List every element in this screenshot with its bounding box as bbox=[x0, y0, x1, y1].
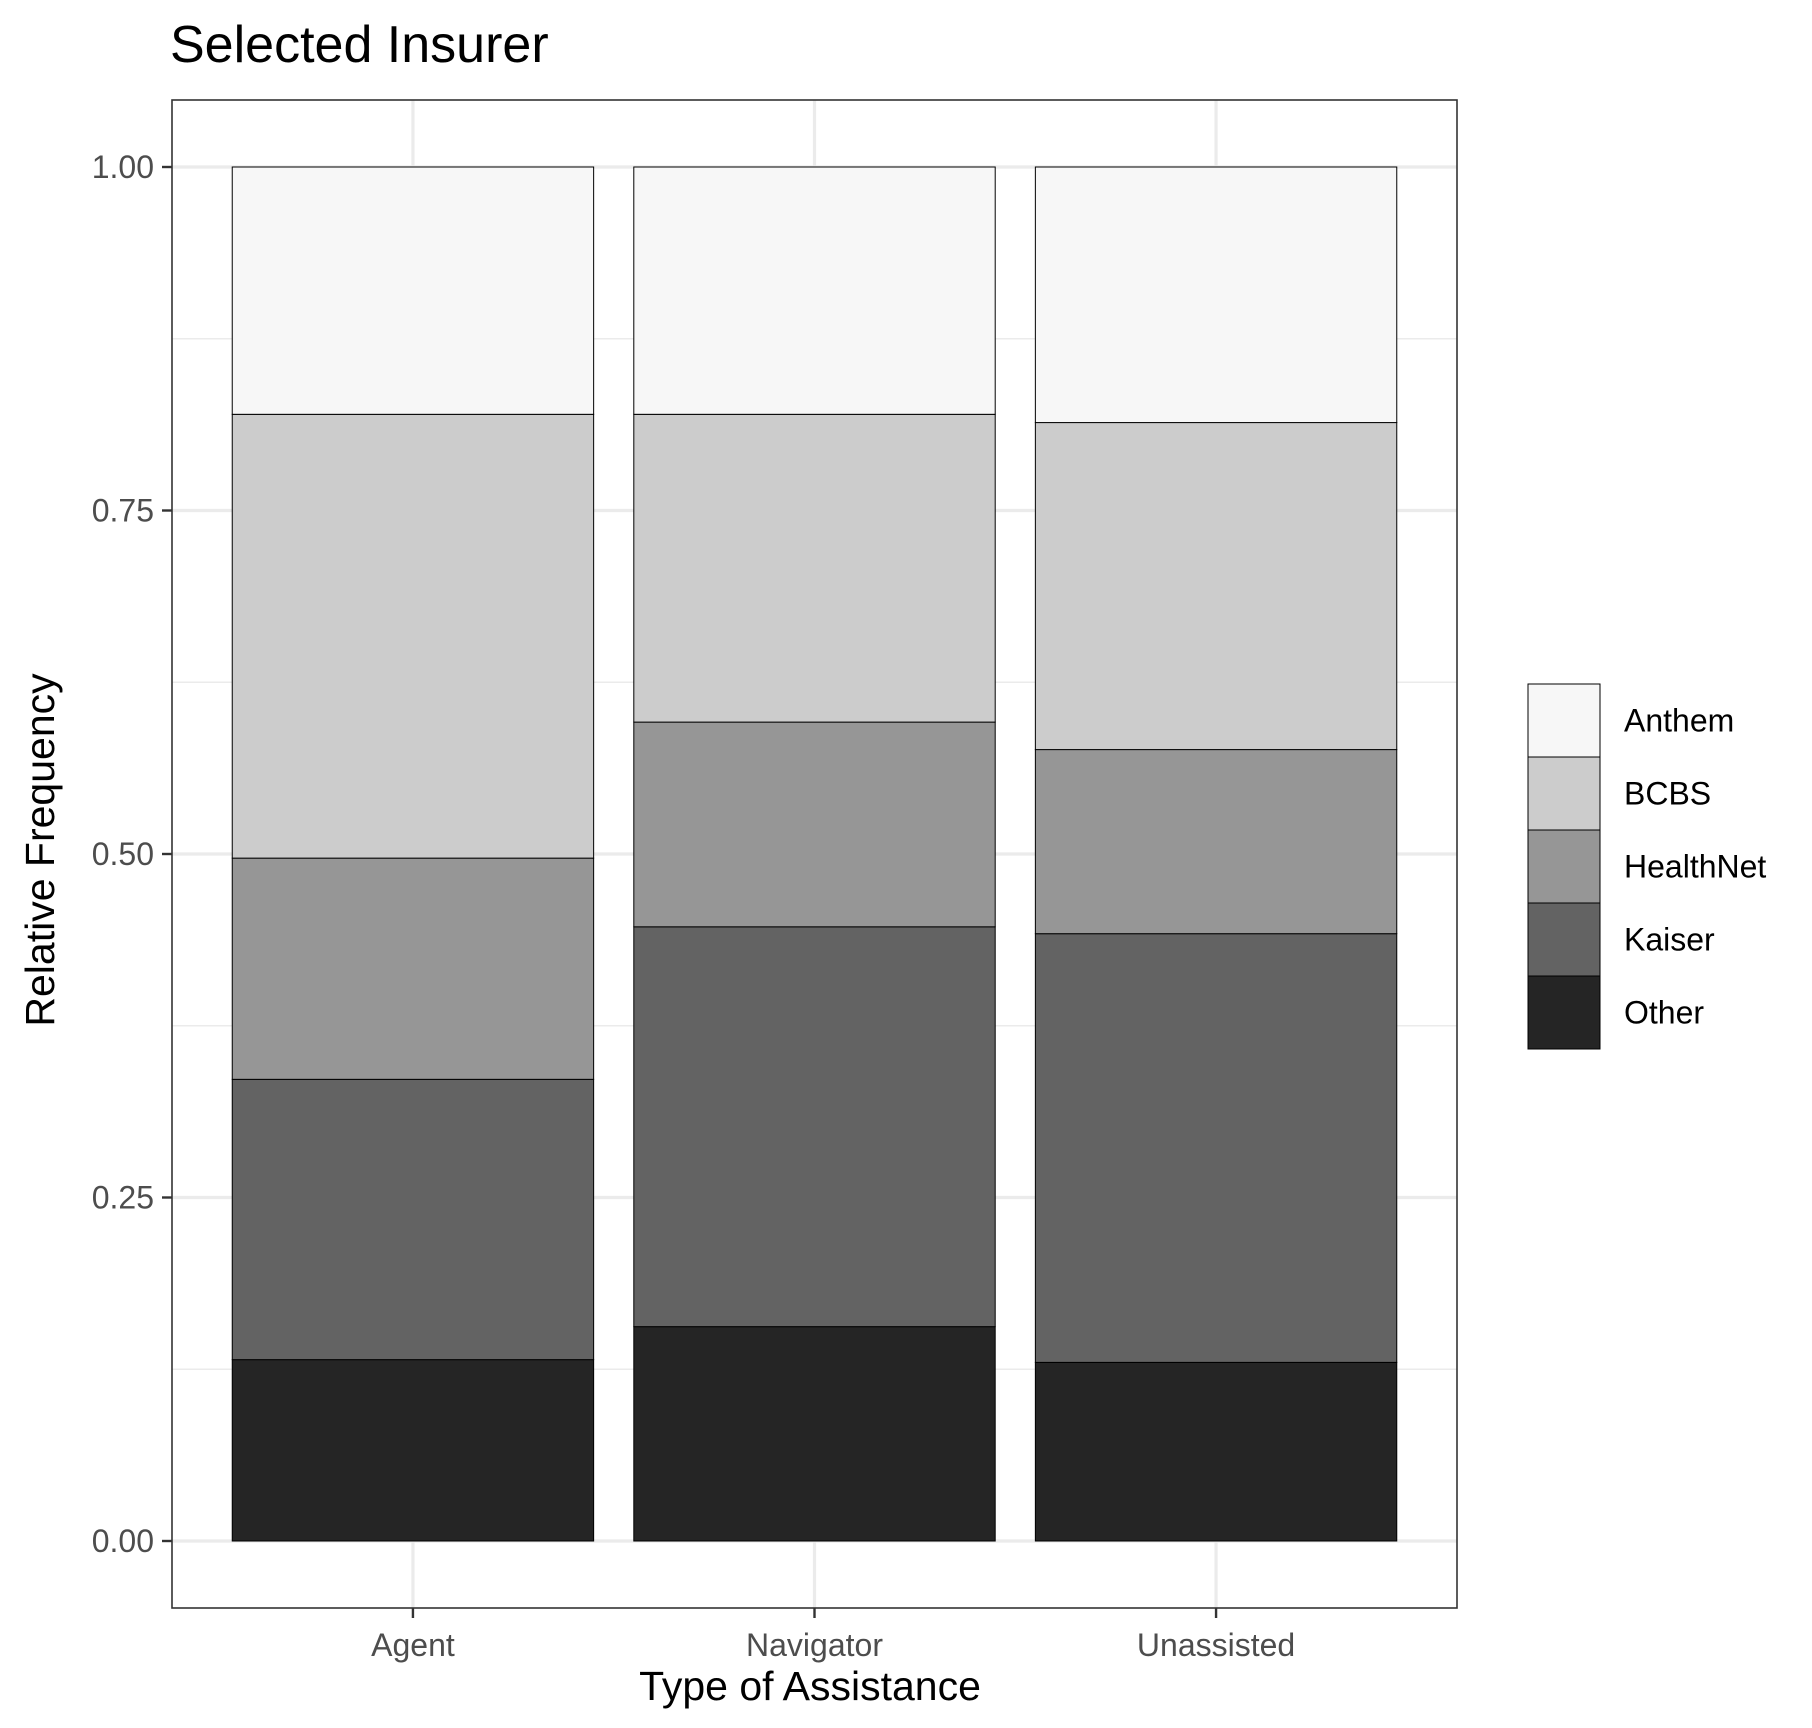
bar-segment-healthnet-agent bbox=[231, 857, 595, 1080]
chart-title: Selected Insurer bbox=[170, 16, 549, 74]
legend-key-bcbs bbox=[1527, 756, 1601, 831]
bar-segment-anthem-agent bbox=[231, 166, 595, 415]
bar-segment-kaiser-unassisted bbox=[1034, 933, 1398, 1363]
bar-segment-healthnet-navigator bbox=[633, 721, 996, 928]
legend-label-healthnet: HealthNet bbox=[1624, 849, 1766, 885]
legend-key-kaiser bbox=[1527, 902, 1601, 977]
legend-label-kaiser: Kaiser bbox=[1624, 922, 1715, 958]
x-tick-label: Navigator bbox=[746, 1627, 883, 1663]
legend-key-healthnet bbox=[1527, 829, 1601, 904]
y-tick-label: 1.00 bbox=[92, 149, 154, 185]
bar-segment-healthnet-unassisted bbox=[1034, 749, 1398, 935]
y-tick-label: 0.75 bbox=[92, 493, 154, 529]
bar-segment-kaiser-navigator bbox=[633, 926, 996, 1328]
bar-segment-bcbs-agent bbox=[231, 413, 595, 859]
bar-segment-other-unassisted bbox=[1034, 1361, 1398, 1542]
y-tick-label: 0.50 bbox=[92, 836, 154, 872]
bar-segment-other-agent bbox=[231, 1359, 595, 1542]
bars bbox=[231, 166, 1398, 1542]
y-tick-label: 0.25 bbox=[92, 1180, 154, 1216]
legend: Anthem BCBS HealthNet Kaiser Other bbox=[1527, 683, 1766, 1050]
bar-segment-other-navigator bbox=[633, 1326, 996, 1542]
bar-segment-kaiser-agent bbox=[231, 1078, 595, 1361]
legend-key-anthem bbox=[1527, 683, 1601, 758]
legend-label-anthem: Anthem bbox=[1624, 703, 1734, 739]
legend-label-other: Other bbox=[1624, 995, 1704, 1031]
x-tick-label: Unassisted bbox=[1137, 1627, 1295, 1663]
legend-label-bcbs: BCBS bbox=[1624, 776, 1711, 812]
y-tick-label: 0.00 bbox=[92, 1523, 154, 1559]
bar-segment-bcbs-navigator bbox=[633, 413, 996, 723]
bar-segment-bcbs-unassisted bbox=[1034, 422, 1398, 751]
x-axis-title: Type of Assistance bbox=[639, 1663, 981, 1709]
legend-key-other bbox=[1527, 975, 1601, 1050]
bar-segment-anthem-unassisted bbox=[1034, 166, 1398, 424]
y-axis: 0.00 0.25 0.50 0.75 1.00 bbox=[92, 149, 172, 1559]
x-axis: Agent Navigator Unassisted bbox=[371, 1608, 1295, 1663]
bar-segment-anthem-navigator bbox=[633, 166, 996, 415]
y-axis-title: Relative Frequency bbox=[17, 673, 63, 1027]
x-tick-label: Agent bbox=[371, 1627, 455, 1663]
